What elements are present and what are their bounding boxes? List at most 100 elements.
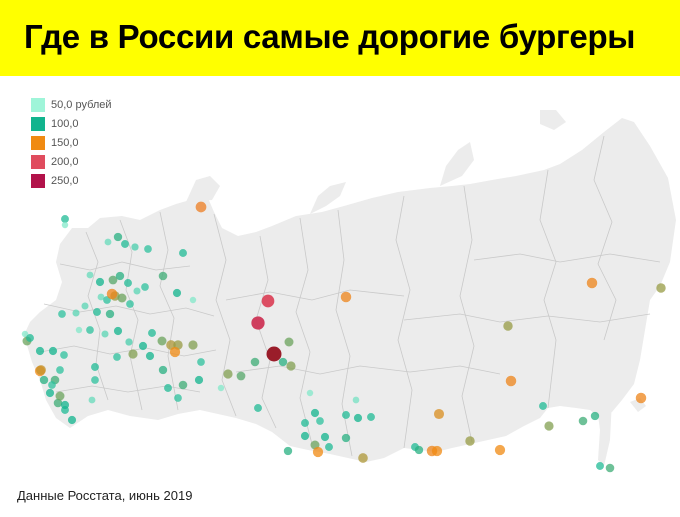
legend-swatch-200 [31, 154, 45, 169]
city-price-marker [48, 346, 58, 356]
city-price-marker [217, 384, 225, 392]
city-price-marker [55, 391, 65, 401]
city-price-marker [117, 293, 127, 303]
city-price-marker [21, 330, 29, 338]
city-price-marker [128, 349, 138, 359]
city-price-marker [433, 408, 445, 420]
legend-swatch-250 [31, 173, 45, 188]
map-title: Где в России самые дорогие бургеры [24, 18, 636, 55]
city-price-marker [286, 361, 296, 371]
city-price-marker [352, 396, 360, 404]
city-price-marker [56, 366, 64, 374]
title-banner: Где в России самые дорогие бургеры [0, 0, 680, 76]
city-price-marker [178, 380, 188, 390]
city-price-marker [97, 293, 105, 301]
city-price-marker [133, 287, 141, 295]
city-price-marker [188, 340, 198, 350]
city-price-marker [539, 402, 547, 410]
city-price-marker [72, 309, 80, 317]
city-price-marker [358, 453, 368, 463]
city-price-marker [503, 321, 513, 331]
city-price-marker [61, 221, 69, 229]
city-price-marker [251, 316, 265, 330]
city-price-marker [179, 249, 187, 257]
city-price-marker [310, 408, 320, 418]
city-price-marker [157, 336, 167, 346]
city-price-marker [656, 283, 666, 293]
city-price-marker [284, 337, 294, 347]
legend-item-150: 150,0 [31, 133, 112, 152]
city-price-marker [105, 309, 115, 319]
city-price-marker [266, 346, 282, 362]
city-price-marker [194, 375, 204, 385]
city-price-marker [67, 415, 77, 425]
city-price-marker [113, 232, 123, 242]
legend-label-100: 100,0 [51, 117, 79, 130]
city-price-marker [341, 433, 351, 443]
city-price-marker [61, 215, 69, 223]
city-price-marker [236, 371, 246, 381]
city-price-marker [278, 357, 288, 367]
city-price-marker [254, 404, 262, 412]
legend-label-250: 250,0 [51, 174, 79, 187]
city-price-marker [36, 365, 46, 375]
city-price-marker [60, 400, 70, 410]
city-price-marker [164, 384, 172, 392]
city-price-marker [125, 338, 133, 346]
city-price-marker [414, 445, 424, 455]
city-price-marker [544, 421, 554, 431]
city-price-marker [138, 341, 148, 351]
legend-item-50: 50,0 рублей [31, 95, 112, 114]
city-price-marker [505, 375, 517, 387]
city-price-marker [250, 357, 260, 367]
source-note: Данные Росстата, июнь 2019 [17, 488, 193, 503]
city-price-marker [494, 444, 506, 456]
city-price-marker [578, 416, 588, 426]
legend-item-200: 200,0 [31, 152, 112, 171]
city-price-marker [353, 413, 363, 423]
city-price-marker [106, 288, 118, 300]
city-price-marker [58, 310, 66, 318]
city-price-marker [145, 351, 155, 361]
land-mass [24, 110, 676, 466]
city-price-marker [590, 411, 600, 421]
city-price-marker [367, 413, 375, 421]
city-price-marker [141, 283, 149, 291]
city-price-marker [121, 240, 129, 248]
city-price-marker [131, 243, 139, 251]
city-price-marker [86, 271, 94, 279]
city-price-marker [431, 445, 443, 457]
city-price-marker [300, 431, 310, 441]
city-price-marker [169, 346, 181, 358]
legend-label-50: 50,0 рублей [51, 98, 112, 111]
city-price-marker [596, 462, 604, 470]
city-price-marker [158, 365, 168, 375]
city-price-marker [39, 375, 49, 385]
city-price-marker [306, 389, 314, 397]
city-price-marker [586, 277, 598, 289]
city-price-marker [283, 446, 293, 456]
city-price-marker [158, 271, 168, 281]
city-price-marker [195, 201, 207, 213]
legend-label-200: 200,0 [51, 155, 79, 168]
city-price-marker [144, 245, 152, 253]
city-price-marker [91, 376, 99, 384]
city-price-marker [88, 396, 96, 404]
city-price-marker [126, 300, 134, 308]
city-price-marker [635, 392, 647, 404]
city-price-marker [320, 432, 330, 442]
city-price-marker [93, 308, 101, 316]
city-price-marker [26, 334, 34, 342]
city-price-marker [48, 381, 56, 389]
legend-swatch-50 [31, 97, 45, 112]
city-price-marker [60, 351, 68, 359]
city-price-marker [45, 388, 55, 398]
city-price-marker [312, 446, 324, 458]
russia-map [21, 110, 676, 473]
legend: 50,0 рублей 100,0 150,0 200,0 250,0 [31, 95, 112, 190]
city-price-marker [223, 369, 233, 379]
city-price-marker [53, 398, 63, 408]
city-price-marker [75, 326, 83, 334]
city-price-marker [113, 353, 121, 361]
legend-item-250: 250,0 [31, 171, 112, 190]
